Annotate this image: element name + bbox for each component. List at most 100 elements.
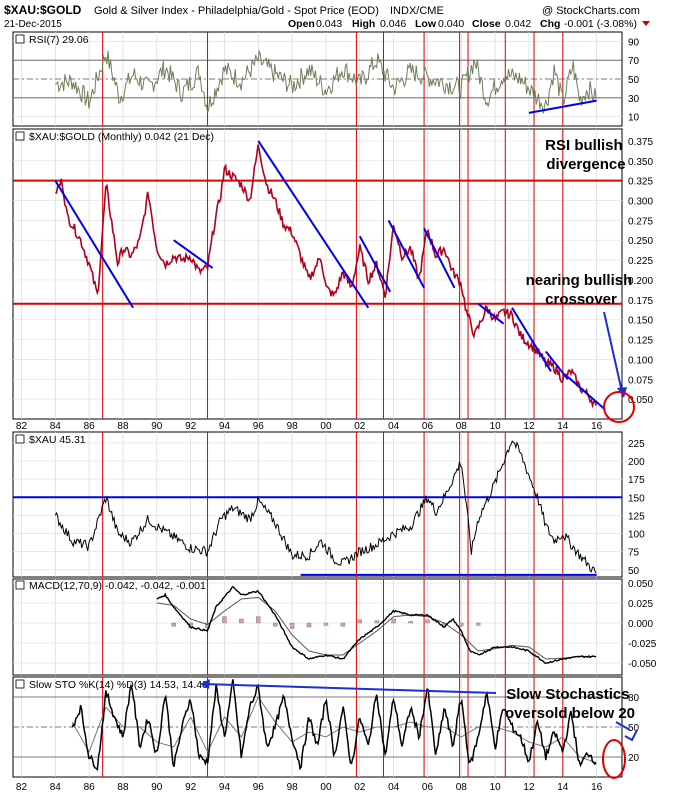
macd-histogram-bar <box>425 619 430 624</box>
panel-macd: -0.050 -0.025 0.000 0.025 0.050 MACD(12,70,9)… <box>12 578 657 676</box>
x-tick-label: 00 <box>320 782 332 793</box>
y-tick-label-macd: 0.000 <box>628 619 653 630</box>
panel-xau: 50 75 100 125 150 175 200 225 $XAU 45.31 <box>12 431 645 578</box>
panel-frame-price <box>12 128 623 420</box>
low-label: Low <box>415 18 437 30</box>
close-value: 0.042 <box>505 18 531 30</box>
x-tick-label: 84 <box>50 421 62 432</box>
chart-symbol: $XAU:$GOLD <box>4 3 82 17</box>
macd-histogram-bar <box>239 618 244 624</box>
y-tick-label-rsi: 70 <box>628 56 640 67</box>
legend-swatch-rsi <box>15 34 25 44</box>
x-tick-label: 82 <box>16 782 28 793</box>
x-tick-label: 86 <box>84 782 96 793</box>
x-tick-label: 06 <box>422 782 434 793</box>
trendline-price <box>567 376 606 411</box>
x-tick-label: 92 <box>185 421 197 432</box>
y-tick-label-price: 0.275 <box>628 216 653 227</box>
y-tick-label-rsi: 30 <box>628 94 640 105</box>
trendline-price <box>511 307 552 372</box>
highlight-circle-stochastics <box>602 739 626 779</box>
x-tick-label: 02 <box>354 421 366 432</box>
x-tick-label: 94 <box>219 421 231 432</box>
macd-signal-line <box>156 596 597 660</box>
macd-histogram-bar <box>391 618 396 624</box>
trendline-price <box>257 140 370 309</box>
y-tick-label-xau: 75 <box>628 548 640 559</box>
legend-swatch-price <box>15 131 25 141</box>
y-tick-label-price: 0.100 <box>628 355 653 366</box>
panel-title-macd: MACD(12,70,9) -0.042, -0.042, -0.001 <box>29 580 206 592</box>
x-tick-label: 98 <box>287 782 299 793</box>
macd-histogram-bar <box>323 622 329 626</box>
macd-histogram-bar <box>476 622 481 626</box>
panel-title-rsi: RSI(7) 29.06 <box>29 34 89 46</box>
panel-title-xau: $XAU 45.31 <box>29 434 86 446</box>
arrow-crossover-line <box>603 311 623 393</box>
x-tick-label: 06 <box>422 421 434 432</box>
macd-histogram-bar <box>171 622 176 627</box>
trendline-price <box>54 180 134 309</box>
macd-histogram-bar <box>289 622 295 629</box>
x-tick-label: 88 <box>117 782 129 793</box>
y-tick-label-macd: -0.025 <box>628 639 657 650</box>
open-value: 0.043 <box>316 18 342 30</box>
y-tick-label-xau: 200 <box>628 457 645 468</box>
y-tick-label-price: 0.050 <box>628 395 653 406</box>
x-tick-label: 92 <box>185 782 197 793</box>
y-tick-label-sto: 50 <box>628 723 640 734</box>
annotation-rsi-line2: divergence <box>546 156 625 173</box>
y-tick-label-xau: 175 <box>628 475 645 486</box>
y-tick-label-macd: 0.050 <box>628 579 653 590</box>
stockcharts-watermark: @ StockCharts.com <box>542 5 640 17</box>
y-tick-label-price: 0.250 <box>628 236 653 247</box>
y-tick-label-rsi: 50 <box>628 75 640 86</box>
arrow-sto-oversold-icon <box>615 721 638 742</box>
y-tick-label-macd: -0.050 <box>628 659 657 670</box>
x-tick-label: 14 <box>557 421 569 432</box>
panel-title-price: $XAU:$GOLD (Monthly) 0.042 (21 Dec) <box>29 131 214 143</box>
x-tick-label: 90 <box>151 421 163 432</box>
x-tick-label: 14 <box>557 782 569 793</box>
panel-sto: 20 50 80 Slow STO %K(14) %D(3) 14.53, 14.48 <box>12 676 640 778</box>
x-tick-label: 10 <box>490 421 502 432</box>
x-tick-label: 94 <box>219 782 231 793</box>
x-tick-label: 96 <box>253 782 265 793</box>
panel-rsi: 10 30 50 70 90 RSI(7) 29.06 <box>12 31 640 127</box>
x-tick-label: 08 <box>456 421 468 432</box>
y-tick-label-price: 0.350 <box>628 157 653 168</box>
x-tick-label: 10 <box>490 782 502 793</box>
high-value: 0.046 <box>380 18 406 30</box>
trendline-price <box>387 219 425 289</box>
open-label: Open <box>288 18 315 30</box>
trendline-rsi <box>528 99 597 114</box>
y-tick-label-xau: 225 <box>628 439 645 450</box>
macd-histogram-bar <box>374 620 379 624</box>
xau-series <box>54 440 597 574</box>
x-tick-label: 90 <box>151 782 163 793</box>
x-tick-label: 16 <box>591 782 603 793</box>
arrow-sto-line <box>203 683 497 694</box>
annotation-sto-line1: Slow Stochastics <box>506 686 629 703</box>
panel-title-sto: Slow STO %K(14) %D(3) 14.53, 14.48 <box>29 679 208 691</box>
macd-histogram-bar <box>273 622 278 627</box>
annotation-crossover-line1: nearing bullish <box>526 272 633 289</box>
macd-histogram-bar <box>357 619 362 624</box>
macd-histogram-bar <box>256 616 261 624</box>
macd-line <box>156 586 597 665</box>
x-tick-label: 08 <box>456 782 468 793</box>
x-tick-label: 12 <box>523 421 535 432</box>
sto-k-line <box>71 679 597 772</box>
y-tick-label-price: 0.300 <box>628 197 653 208</box>
high-label: High <box>352 18 375 30</box>
trendline-price <box>545 350 569 380</box>
x-tick-label: 00 <box>320 421 332 432</box>
panel-frame-xau <box>12 431 623 578</box>
y-tick-label-price: 0.225 <box>628 256 653 267</box>
y-tick-label-xau: 125 <box>628 511 645 522</box>
rsi-series <box>55 49 597 114</box>
annotation-sto-line2: oversold below 20 <box>505 705 635 722</box>
annotation-rsi-divergence: RSI bullish divergence <box>545 137 627 173</box>
trendline-price <box>358 235 392 293</box>
